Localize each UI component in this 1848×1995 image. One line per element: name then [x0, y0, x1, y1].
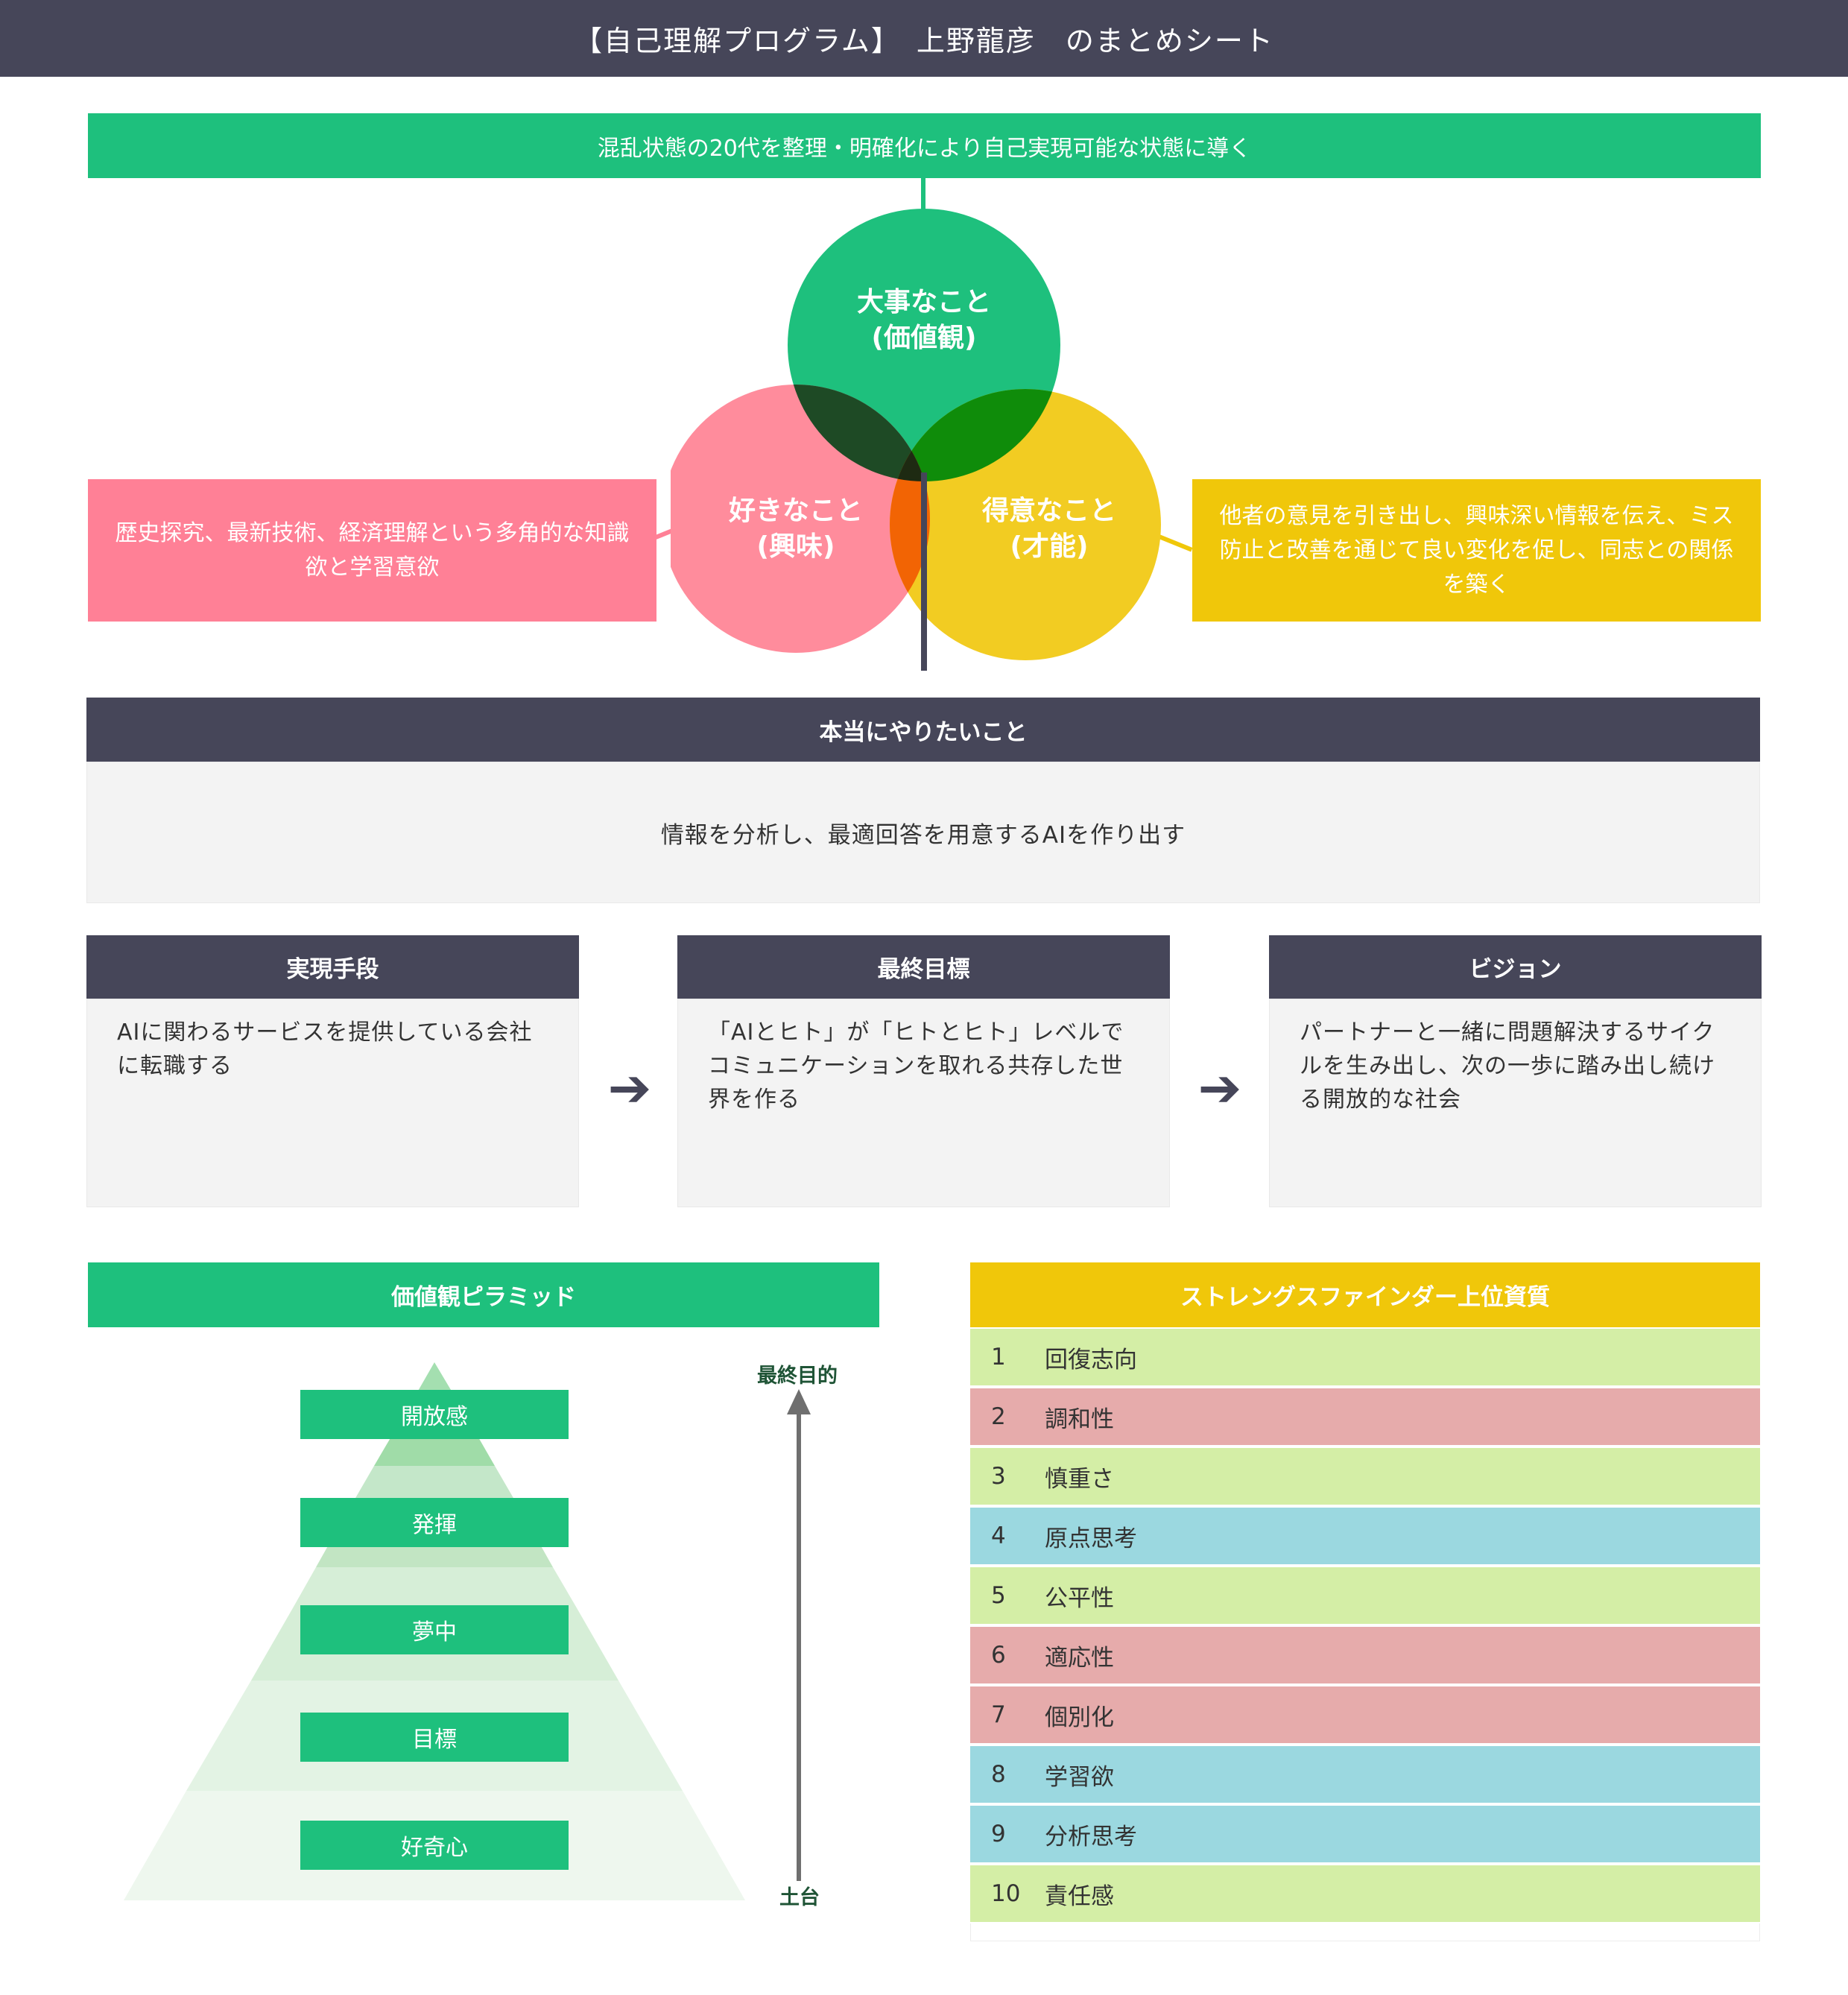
flow-vision-text: パートナーと一緒に問題解決するサイクルを生み出し、次の一歩に踏み出し続ける開放的… — [1300, 1019, 1715, 1113]
mission-bar: 混乱状態の20代を整理・明確化により自己実現可能な状態に導く — [88, 113, 1761, 178]
strength-row: 6 適応性 — [970, 1627, 1760, 1685]
strengths-title: ストレングスファインダー上位資質 — [1180, 1284, 1550, 1311]
flow-means-body: AIに関わるサービスを提供している会社に転職する — [86, 999, 579, 1207]
values-talent-overlap — [890, 389, 1060, 481]
strength-rank: 9 — [991, 1821, 1006, 1847]
strength-row: 10 責任感 — [970, 1865, 1760, 1923]
talent-description-box: 他者の意見を引き出し、興味深い情報を伝え、ミス防止と改善を通じて良い変化を促し、… — [1192, 479, 1761, 622]
values-label: 大事なこと (価値観) — [805, 283, 1043, 358]
flow-vision-header: ビジョン — [1269, 935, 1762, 999]
values-subtitle: (価値観) — [871, 323, 977, 353]
pyramid-level-1: 開放感 — [300, 1390, 569, 1439]
interest-label: 好きなこと (興味) — [677, 492, 915, 566]
strength-name: 調和性 — [1045, 1406, 1114, 1433]
talent-title: 得意なこと — [981, 496, 1116, 526]
values-title: 大事なこと — [856, 287, 991, 317]
venn-diagram — [671, 209, 1161, 671]
pyramid-level-label: 好奇心 — [401, 1835, 468, 1861]
strengths-table-footer — [970, 1923, 1760, 1941]
talent-label: 得意なこと (才能) — [930, 492, 1168, 566]
arrow-right-icon: ➔ — [596, 1057, 663, 1119]
flow-vision-label: ビジョン — [1469, 956, 1562, 983]
strength-row: 5 公平性 — [970, 1567, 1760, 1625]
strength-rank: 3 — [991, 1463, 1006, 1490]
flow-vision-body: パートナーと一緒に問題解決するサイクルを生み出し、次の一歩に踏み出し続ける開放的… — [1269, 999, 1762, 1207]
strength-rank: 1 — [991, 1344, 1006, 1370]
pyramid-level-label: 開放感 — [401, 1404, 468, 1430]
flow-means-label: 実現手段 — [286, 956, 379, 983]
flow-goal-label: 最終目標 — [877, 956, 970, 983]
arrow-glyph: ➔ — [607, 1057, 652, 1119]
interest-description-box: 歴史探究、最新技術、経済理解という多角的な知識欲と学習意欲 — [88, 479, 656, 622]
flow-goal-body: 「AIとヒト」が「ヒトとヒト」レベルでコミュニケーションを取れる共存した世界を作… — [677, 999, 1170, 1207]
true-goal-text: 情報を分析し、最適回答を用意するAIを作り出す — [660, 821, 1186, 849]
strength-name: 公平性 — [1045, 1584, 1114, 1612]
pyramid-level-label: 目標 — [412, 1727, 457, 1753]
pyramid-title: 価値観ピラミッド — [391, 1284, 576, 1311]
strength-row: 2 調和性 — [970, 1388, 1760, 1447]
flow-goal-header: 最終目標 — [677, 935, 1170, 999]
true-goal-label: 本当にやりたいこと — [819, 718, 1028, 746]
interest-subtitle: (興味) — [756, 531, 835, 562]
pyramid-tier — [414, 1362, 455, 1397]
pyramid-tier — [294, 1567, 576, 1607]
flow-means-header: 実現手段 — [86, 935, 579, 999]
strength-name: 慎重さ — [1045, 1465, 1114, 1493]
strength-name: 学習欲 — [1045, 1763, 1114, 1791]
axis-top-label: 最終目的 — [757, 1364, 838, 1388]
strengths-header: ストレングスファインダー上位資質 — [970, 1262, 1760, 1327]
center-connector-line — [921, 472, 927, 671]
talent-subtitle: (才能) — [1010, 531, 1089, 562]
interest-title: 好きなこと — [728, 496, 863, 526]
flow-means-text: AIに関わるサービスを提供している会社に転職する — [117, 1019, 533, 1079]
pyramid-level-label: 発揮 — [412, 1512, 457, 1538]
strength-name: 分析思考 — [1045, 1823, 1137, 1850]
pyramid-level-3: 夢中 — [300, 1605, 569, 1654]
strength-name: 責任感 — [1045, 1882, 1114, 1910]
interest-description: 歴史探究、最新技術、経済理解という多角的な知識欲と学習意欲 — [115, 519, 630, 581]
strength-name: 適応性 — [1045, 1644, 1114, 1672]
true-goal-header: 本当にやりたいこと — [86, 698, 1760, 762]
pyramid-header: 価値観ピラミッド — [88, 1262, 879, 1327]
true-goal-body: 情報を分析し、最適回答を用意するAIを作り出す — [86, 762, 1760, 903]
strength-rank: 8 — [991, 1761, 1006, 1788]
strength-rank: 6 — [991, 1642, 1006, 1669]
strength-row: 9 分析思考 — [970, 1806, 1760, 1864]
strength-name: 回復志向 — [1045, 1346, 1137, 1373]
strength-name: 原点思考 — [1045, 1525, 1137, 1552]
arrow-right-icon: ➔ — [1186, 1057, 1253, 1119]
pyramid-level-5: 好奇心 — [300, 1821, 569, 1870]
page-title: 【自己理解プログラム】 上野龍彦 のまとめシート — [574, 25, 1274, 57]
strength-row: 1 回復志向 — [970, 1329, 1760, 1387]
strength-row: 7 個別化 — [970, 1686, 1760, 1745]
strength-rank: 7 — [991, 1701, 1006, 1728]
page-header: 【自己理解プログラム】 上野龍彦 のまとめシート — [0, 0, 1848, 77]
axis-bottom-label: 土台 — [779, 1885, 820, 1909]
strength-rank: 2 — [991, 1403, 1006, 1430]
talent-description: 他者の意見を引き出し、興味深い情報を伝え、ミス防止と改善を通じて良い変化を促し、… — [1219, 502, 1734, 598]
strength-row: 8 学習欲 — [970, 1746, 1760, 1804]
arrow-glyph: ➔ — [1197, 1057, 1242, 1119]
strength-rank: 4 — [991, 1523, 1006, 1549]
values-interest-overlap — [788, 385, 930, 481]
strength-rank: 5 — [991, 1582, 1006, 1609]
strength-name: 個別化 — [1045, 1704, 1114, 1731]
pyramid-level-2: 発揮 — [300, 1498, 569, 1547]
pyramid-level-4: 目標 — [300, 1713, 569, 1762]
strength-row: 4 原点思考 — [970, 1508, 1760, 1566]
strength-row: 3 慎重さ — [970, 1448, 1760, 1506]
axis-arrow-up-icon — [787, 1389, 811, 1881]
mission-text: 混乱状態の20代を整理・明確化により自己実現可能な状態に導く — [597, 135, 1252, 162]
mission-connector-line — [921, 178, 925, 212]
strength-rank: 10 — [991, 1880, 1021, 1907]
pyramid-level-label: 夢中 — [412, 1619, 457, 1645]
flow-goal-text: 「AIとヒト」が「ヒトとヒト」レベルでコミュニケーションを取れる共存した世界を作… — [708, 1019, 1124, 1113]
